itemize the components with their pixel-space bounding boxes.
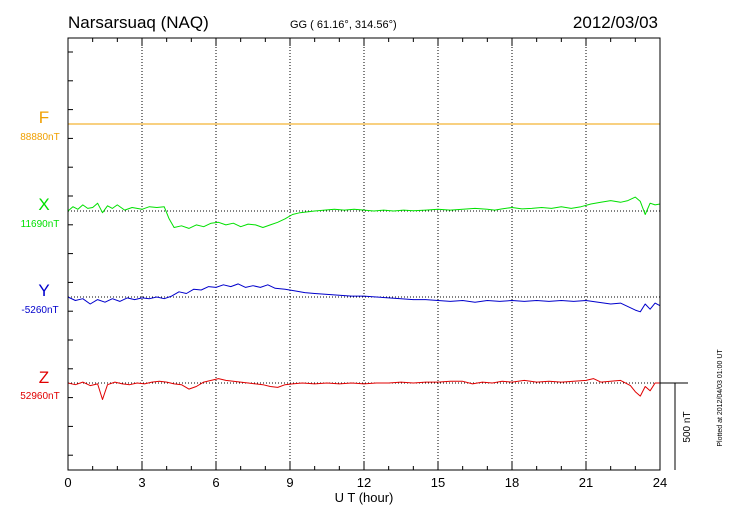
series-labels: F 88880nT X 11690nT Y -5260nT Z 52960nT [20,108,59,402]
series-baseline-value-f: 88880nT [20,132,59,143]
plotted-timestamp: Plotted at 2012/04/03 01:00 UT [717,349,724,447]
series-baseline-value-x: 11690nT [21,219,60,230]
series-name-y: Y [38,281,49,300]
x-tick-label: 18 [505,475,519,490]
series-layer [67,123,661,400]
scale-bar: 500 nT [660,382,693,470]
series-name-f: F [39,108,49,127]
chart-date: 2012/03/03 [573,13,658,32]
series-name-x: X [38,195,49,214]
series-name-z: Z [39,368,49,387]
x-tick-label: 21 [579,475,593,490]
scale-bar-label: 500 nT [682,411,693,442]
x-axis-label: U T (hour) [335,490,394,505]
x-tick-label: 0 [64,475,71,490]
x-tick-label: 9 [286,475,293,490]
series-baseline-value-y: -5260nT [21,305,58,316]
grid [68,38,660,470]
x-tick-label: 12 [357,475,371,490]
x-tick-label: 3 [138,475,145,490]
series-line-z [67,378,660,400]
x-tick-label: 24 [653,475,667,490]
x-tick-label: 15 [431,475,445,490]
station-title: Narsarsuaq (NAQ) [68,13,209,32]
x-axis-ticks: 0 3 6 9 12 15 18 21 24 [64,38,667,490]
series-line-x [67,196,661,229]
series-line-y [67,283,661,313]
x-tick-label: 6 [212,475,219,490]
station-coordinates: GG ( 61.16°, 314.56°) [290,19,397,31]
series-baseline-value-z: 52960nT [20,391,59,402]
